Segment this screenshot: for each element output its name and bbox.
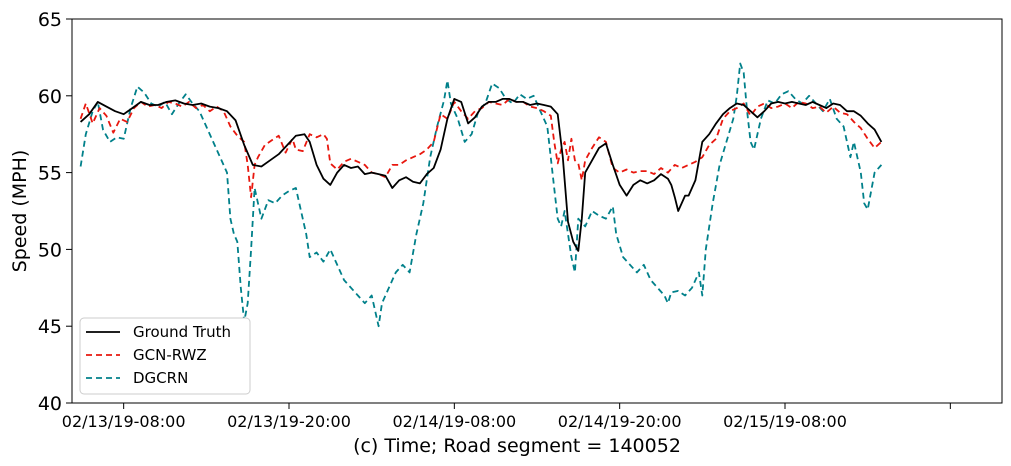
series-line-ground-truth: [79, 98, 883, 252]
legend-box: [79, 317, 251, 395]
legend-entry-label: GCN-RWZ: [133, 346, 207, 364]
x-tick-label: 02/14/19-08:00: [392, 412, 516, 431]
y-tick-label: 55: [38, 163, 62, 185]
x-tick-label: 02/14/19-20:00: [558, 412, 682, 431]
legend: Ground Truth GCN-RWZ DGCRN: [79, 317, 251, 395]
y-tick-label: 50: [38, 239, 62, 261]
legend-entry-label: DGCRN: [133, 369, 188, 387]
x-tick-label: 02/15/19-08:00: [723, 412, 847, 431]
x-tick-label: 02/13/19-20:00: [227, 412, 351, 431]
x-tick-label: 02/13/19-08:00: [62, 412, 186, 431]
plot-lines: [79, 62, 883, 328]
y-axis: 40 45 50 55 60 65: [38, 9, 72, 415]
y-tick-label: 65: [38, 9, 62, 31]
y-tick-label: 60: [38, 86, 62, 108]
x-axis: 02/13/19-08:00 02/13/19-20:00 02/14/19-08:…: [62, 403, 951, 431]
y-tick-label: 40: [38, 393, 62, 415]
x-axis-label: (c) Time; Road segment = 140052: [353, 435, 681, 457]
legend-entry-label: Ground Truth: [133, 323, 231, 341]
y-axis-label: Speed (MPH): [9, 150, 31, 273]
plot-frame: [71, 18, 1003, 404]
y-tick-label: 45: [38, 316, 62, 338]
